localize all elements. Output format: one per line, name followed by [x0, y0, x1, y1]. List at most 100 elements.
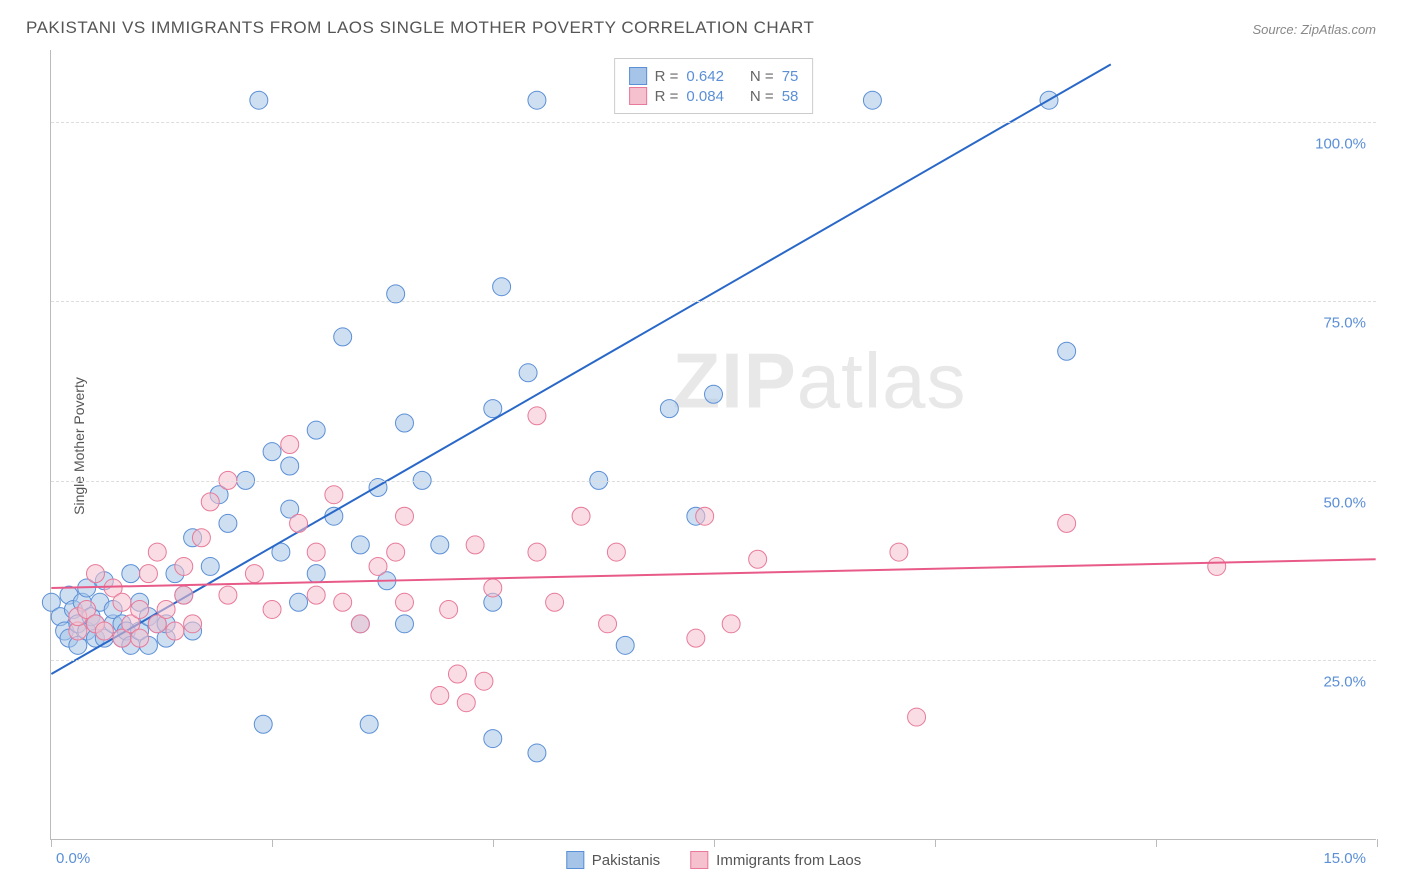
data-point [307, 421, 325, 439]
data-point [290, 593, 308, 611]
legend-swatch-icon [629, 67, 647, 85]
data-point [493, 278, 511, 296]
data-point [166, 622, 184, 640]
legend-r-label: R = [655, 68, 679, 85]
data-point [660, 400, 678, 418]
data-point [334, 593, 352, 611]
data-point [250, 91, 268, 109]
data-point [519, 364, 537, 382]
data-point [281, 457, 299, 475]
data-point [263, 600, 281, 618]
data-point [484, 579, 502, 597]
data-point [396, 507, 414, 525]
data-point [475, 672, 493, 690]
data-point [307, 586, 325, 604]
x-tick [1156, 839, 1157, 847]
data-point [431, 687, 449, 705]
data-point [254, 715, 272, 733]
data-point [396, 615, 414, 633]
x-tick [272, 839, 273, 847]
data-point [157, 600, 175, 618]
chart-container: PAKISTANI VS IMMIGRANTS FROM LAOS SINGLE… [0, 0, 1406, 892]
data-point [281, 436, 299, 454]
data-point [1058, 342, 1076, 360]
data-point [749, 550, 767, 568]
data-point [351, 615, 369, 633]
data-point [131, 629, 149, 647]
legend-series-label: Pakistanis [592, 852, 660, 869]
data-point [696, 507, 714, 525]
data-point [396, 414, 414, 432]
data-point [122, 565, 140, 583]
legend-swatch-icon [566, 851, 584, 869]
data-point [607, 543, 625, 561]
data-point [307, 543, 325, 561]
legend-series-item: Immigrants from Laos [690, 851, 861, 869]
x-tick [493, 839, 494, 847]
chart-title: PAKISTANI VS IMMIGRANTS FROM LAOS SINGLE… [26, 18, 814, 38]
data-point [908, 708, 926, 726]
data-point [175, 586, 193, 604]
legend-correlation: R = 0.642 N = 75 R = 0.084 N = 58 [614, 58, 814, 114]
legend-row: R = 0.084 N = 58 [629, 87, 799, 105]
legend-r-label: R = [655, 88, 679, 105]
data-point [705, 385, 723, 403]
data-point [360, 715, 378, 733]
data-point [139, 565, 157, 583]
data-point [484, 730, 502, 748]
data-point [334, 328, 352, 346]
data-point [528, 744, 546, 762]
legend-series: Pakistanis Immigrants from Laos [566, 851, 861, 869]
data-point [440, 600, 458, 618]
y-tick-label: 100.0% [1315, 135, 1366, 152]
data-point [1058, 514, 1076, 532]
data-point [175, 557, 193, 575]
data-point [86, 565, 104, 583]
data-point [325, 507, 343, 525]
legend-series-item: Pakistanis [566, 851, 660, 869]
gridline [51, 301, 1376, 302]
trend-line [51, 64, 1110, 674]
gridline [51, 481, 1376, 482]
y-tick-label: 25.0% [1323, 674, 1366, 691]
data-point [528, 91, 546, 109]
legend-n-value: 58 [782, 88, 799, 105]
data-point [351, 536, 369, 554]
data-point [528, 407, 546, 425]
data-point [219, 514, 237, 532]
data-point [307, 565, 325, 583]
data-point [457, 694, 475, 712]
gridline [51, 122, 1376, 123]
data-point [201, 493, 219, 511]
data-point [369, 557, 387, 575]
x-tick [1377, 839, 1378, 847]
data-point [387, 285, 405, 303]
legend-r-value: 0.642 [686, 68, 724, 85]
data-point [722, 615, 740, 633]
data-point [616, 636, 634, 654]
data-point [484, 400, 502, 418]
data-point [448, 665, 466, 683]
data-point [263, 443, 281, 461]
legend-n-value: 75 [782, 68, 799, 85]
plot-svg [51, 50, 1376, 839]
x-tick [935, 839, 936, 847]
legend-n-label: N = [750, 68, 774, 85]
data-point [863, 91, 881, 109]
data-point [201, 557, 219, 575]
data-point [290, 514, 308, 532]
data-point [687, 629, 705, 647]
data-point [113, 593, 131, 611]
y-tick-label: 50.0% [1323, 494, 1366, 511]
data-point [131, 600, 149, 618]
data-point [192, 529, 210, 547]
data-point [546, 593, 564, 611]
data-point [431, 536, 449, 554]
x-tick-label: 15.0% [1323, 850, 1366, 867]
data-point [599, 615, 617, 633]
legend-n-label: N = [750, 88, 774, 105]
data-point [396, 593, 414, 611]
legend-r-value: 0.084 [686, 88, 724, 105]
legend-series-label: Immigrants from Laos [716, 852, 861, 869]
legend-swatch-icon [629, 87, 647, 105]
